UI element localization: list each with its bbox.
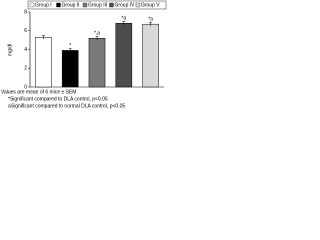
legend-box <box>27 0 167 10</box>
error-bar <box>41 35 45 40</box>
y-axis-label: mg/dl <box>7 44 13 56</box>
y-tick-label: 6 <box>24 28 27 34</box>
error-bar <box>95 36 99 41</box>
annotation: *a <box>148 17 153 23</box>
footnote: aSignificant compared to normal DLA cont… <box>8 103 125 109</box>
legend-label: Group V <box>141 3 160 9</box>
annotation: *a <box>121 16 126 22</box>
annotation: * <box>69 43 71 49</box>
legend-label: Group I <box>35 3 52 9</box>
y-tick-label: 2 <box>24 66 27 72</box>
bar <box>35 37 52 88</box>
y-tick-label: 0 <box>24 84 27 90</box>
bar <box>115 23 133 88</box>
legend-swatch <box>109 2 114 8</box>
y-tick-label: 4 <box>24 47 27 53</box>
legend-swatch <box>56 2 61 8</box>
legend-swatch <box>82 2 88 8</box>
legend-label: Group II <box>61 3 79 9</box>
legend-label: Group III <box>88 3 107 9</box>
error-bar <box>149 22 153 27</box>
legend-swatch <box>135 2 141 8</box>
annotation: *,a <box>94 31 100 37</box>
chart: mg/dl 0 2 4 6 8 Group I Group II Group III Group… <box>1 0 167 109</box>
legend-label: Group IV <box>114 3 135 9</box>
y-tick-label: 8 <box>24 9 27 15</box>
footnote: *Significant compared to DLA control, p<… <box>8 96 108 102</box>
error-bar <box>122 21 126 26</box>
error-bar <box>68 48 72 53</box>
bar <box>88 38 106 88</box>
footnote: Values are mean of 6 mice ± SEM <box>1 89 76 95</box>
legend-swatch <box>29 2 35 8</box>
bar <box>142 23 159 88</box>
bar <box>61 50 79 88</box>
